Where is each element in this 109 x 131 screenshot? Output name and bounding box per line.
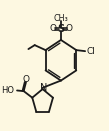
Text: O: O [49,24,56,33]
Text: O: O [22,75,29,84]
Text: Cl: Cl [87,47,96,56]
Text: S: S [57,24,65,34]
Text: N: N [39,83,47,93]
Text: HO: HO [2,86,14,95]
Text: O: O [66,24,73,33]
Text: CH₃: CH₃ [54,15,68,23]
